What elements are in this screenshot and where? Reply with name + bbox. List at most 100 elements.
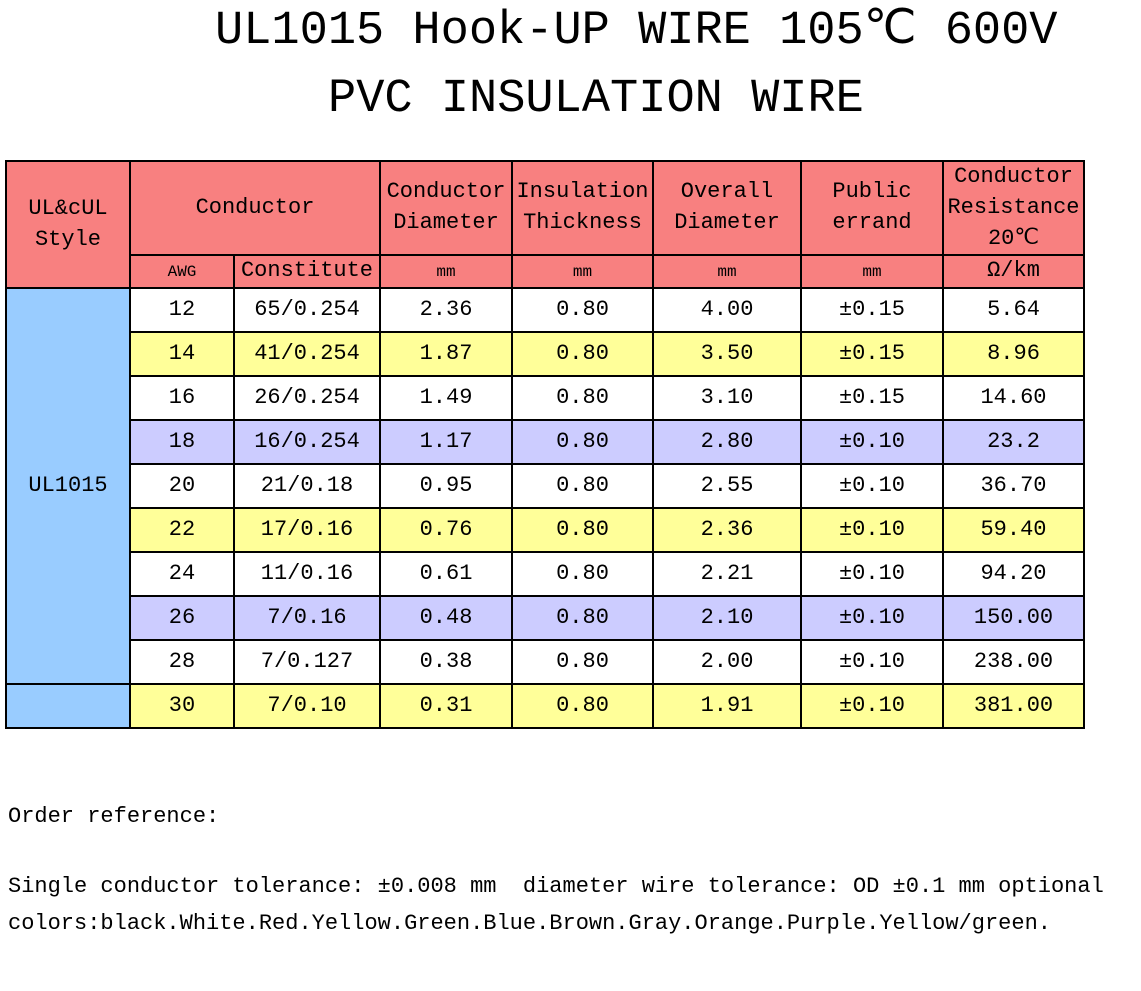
header-cell: Overall Diameter (652, 159, 802, 257)
data-cell: 0.80 (511, 419, 654, 466)
data-cell: 36.70 (942, 463, 1085, 510)
data-cell: 8.96 (942, 331, 1085, 378)
data-cell: 18 (129, 419, 235, 466)
data-cell: 3.50 (652, 331, 802, 378)
data-row: 26 7/0.16 0.48 0.80 2.10 ±0.10 150.00 (6, 595, 1085, 642)
data-cell: 2.10 (652, 595, 802, 642)
style-cell (5, 683, 131, 730)
data-cell: 0.80 (511, 639, 654, 686)
unit-cell: Ω/km (942, 254, 1085, 290)
data-cell: 23.2 (942, 419, 1085, 466)
data-cell: 41/0.254 (233, 331, 381, 378)
data-cell: 16/0.254 (233, 419, 381, 466)
data-cell: 94.20 (942, 551, 1085, 598)
unit-cell: mm (379, 254, 513, 290)
data-cell: 65/0.254 (233, 287, 381, 334)
data-cell: 1.87 (379, 331, 513, 378)
unit-cell: mm (800, 254, 944, 290)
data-cell: 0.95 (379, 463, 513, 510)
data-cell: ±0.10 (800, 683, 944, 730)
data-cell: 7/0.127 (233, 639, 381, 686)
header-cell: Conductor Resistance 20℃ (942, 159, 1085, 257)
data-cell: ±0.15 (800, 287, 944, 334)
data-cell: 381.00 (942, 683, 1085, 730)
data-cell: 17/0.16 (233, 507, 381, 554)
data-row: 14 41/0.254 1.87 0.80 3.50 ±0.15 8.96 (6, 331, 1085, 378)
spec-table: UL&cUL Style Conductor Conductor Diameter I… (5, 159, 1085, 730)
data-cell: 2.36 (652, 507, 802, 554)
data-cell: 0.80 (511, 683, 654, 730)
note: colors:black.White.Red.Yellow.Green.Blue… (8, 911, 1051, 936)
data-row: 24 11/0.16 0.61 0.80 2.21 ±0.10 94.20 (6, 551, 1085, 598)
data-cell: ±0.15 (800, 331, 944, 378)
data-cell: 0.38 (379, 639, 513, 686)
data-row: UL1015 12 65/0.254 2.36 0.80 4.00 ±0.15 5.64 (5, 287, 1085, 686)
data-cell: 0.80 (511, 287, 654, 334)
data-cell: 59.40 (942, 507, 1085, 554)
data-row: 18 16/0.254 1.17 0.80 2.80 ±0.10 23.2 (6, 419, 1085, 466)
data-cell: 21/0.18 (233, 463, 381, 510)
title: UL1015 Hook-UP WIRE 105℃ 600V (215, 5, 1058, 58)
data-cell: ±0.10 (800, 463, 944, 510)
subtitle: PVC INSULATION WIRE (328, 73, 864, 126)
header-row: UL&cUL Style Conductor Conductor Diameter I… (5, 159, 1085, 290)
data-cell: 7/0.16 (233, 595, 381, 642)
data-cell: 2.00 (652, 639, 802, 686)
unit-cell: AWG (129, 254, 235, 290)
unit-cell: mm (511, 254, 654, 290)
note: Single conductor tolerance: ±0.008 mm di… (8, 874, 1104, 899)
data-cell: 20 (129, 463, 235, 510)
data-cell: 0.31 (379, 683, 513, 730)
data-cell: ±0.10 (800, 551, 944, 598)
data-cell: 16 (129, 375, 235, 422)
header-cell: Conductor (129, 159, 381, 257)
data-cell: 11/0.16 (233, 551, 381, 598)
data-cell: 22 (129, 507, 235, 554)
data-cell: 2.80 (652, 419, 802, 466)
data-cell: 0.61 (379, 551, 513, 598)
data-cell: 0.80 (511, 507, 654, 554)
data-cell: 3.10 (652, 375, 802, 422)
data-cell: ±0.10 (800, 419, 944, 466)
note: Order reference: (8, 804, 220, 829)
data-cell: 1.49 (379, 375, 513, 422)
data-cell: 0.80 (511, 551, 654, 598)
data-row: 22 17/0.16 0.76 0.80 2.36 ±0.10 59.40 (6, 507, 1085, 554)
data-cell: 0.80 (511, 595, 654, 642)
data-cell: 28 (129, 639, 235, 686)
data-cell: 24 (129, 551, 235, 598)
data-cell: ±0.10 (800, 639, 944, 686)
data-cell: 2.55 (652, 463, 802, 510)
data-cell: 1.17 (379, 419, 513, 466)
data-cell: 5.64 (942, 287, 1085, 334)
data-cell: 0.48 (379, 595, 513, 642)
data-cell: ±0.10 (800, 507, 944, 554)
header-cell: Insulation Thickness (511, 159, 654, 257)
data-cell: 14 (129, 331, 235, 378)
data-cell: 7/0.10 (233, 683, 381, 730)
data-row: 20 21/0.18 0.95 0.80 2.55 ±0.10 36.70 (6, 463, 1085, 510)
data-cell: 0.80 (511, 375, 654, 422)
data-cell: 2.36 (379, 287, 513, 334)
data-cell: 4.00 (652, 287, 802, 334)
data-cell: ±0.15 (800, 375, 944, 422)
data-cell: 30 (129, 683, 235, 730)
unit-cell: Constitute (233, 254, 381, 290)
data-cell: 0.80 (511, 463, 654, 510)
data-cell: 14.60 (942, 375, 1085, 422)
data-cell: 12 (129, 287, 235, 334)
header-cell: Public errand (800, 159, 944, 257)
data-cell: ±0.10 (800, 595, 944, 642)
data-cell: 26 (129, 595, 235, 642)
data-cell: 1.91 (652, 683, 802, 730)
data-cell: 0.80 (511, 331, 654, 378)
data-row: 16 26/0.254 1.49 0.80 3.10 ±0.15 14.60 (6, 375, 1085, 422)
data-cell: 238.00 (942, 639, 1085, 686)
subheader-row: AWG Constitute mm mm mm mm Ω/km (6, 254, 1085, 290)
data-cell: 150.00 (942, 595, 1085, 642)
unit-cell: mm (652, 254, 802, 290)
data-row: 30 7/0.10 0.31 0.80 1.91 ±0.10 381.00 (5, 683, 1085, 730)
data-cell: 0.76 (379, 507, 513, 554)
data-cell: 2.21 (652, 551, 802, 598)
